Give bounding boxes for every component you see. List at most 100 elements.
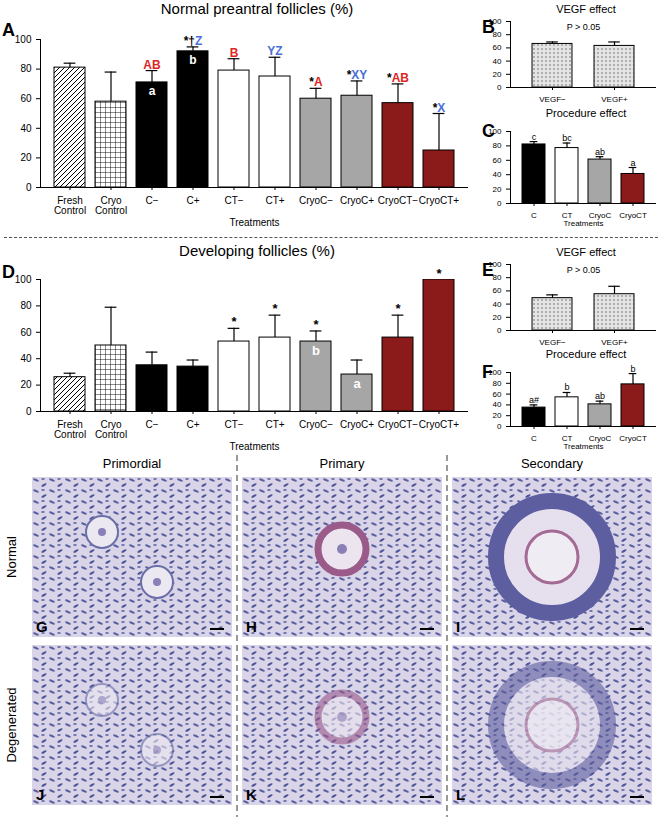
svg-text:CryoCT: CryoCT: [619, 211, 647, 220]
svg-text:60: 60: [493, 286, 502, 295]
svg-text:*: *: [272, 301, 278, 316]
svg-text:60: 60: [20, 327, 32, 338]
svg-text:60: 60: [493, 43, 502, 52]
svg-text:100: 100: [15, 274, 32, 285]
svg-text:VEGF+: VEGF+: [601, 338, 628, 347]
svg-text:J: J: [36, 786, 44, 803]
svg-text:0: 0: [26, 406, 32, 417]
svg-text:Normal: Normal: [4, 536, 19, 578]
svg-text:20: 20: [493, 185, 502, 194]
svg-text:CT−: CT−: [224, 419, 243, 430]
svg-text:FreshControl: FreshControl: [54, 419, 86, 440]
svg-text:X: X: [437, 101, 445, 115]
svg-text:40: 40: [20, 353, 32, 364]
svg-text:a: a: [149, 84, 156, 98]
svg-text:60: 60: [493, 390, 502, 399]
svg-text:CryoCT−: CryoCT−: [378, 419, 418, 430]
svg-text:CT−: CT−: [224, 195, 243, 206]
svg-text:G: G: [36, 618, 48, 635]
svg-text:CryoControl: CryoControl: [95, 419, 127, 440]
svg-text:CryoC+: CryoC+: [340, 419, 374, 430]
svg-text:80: 80: [20, 63, 32, 74]
svg-text:0: 0: [26, 182, 32, 193]
svg-text:80: 80: [493, 141, 502, 150]
svg-text:CryoCT: CryoCT: [619, 434, 647, 443]
svg-text:Primary: Primary: [320, 456, 365, 471]
svg-text:20: 20: [493, 411, 502, 420]
svg-text:C: C: [531, 211, 537, 220]
svg-text:40: 40: [493, 400, 502, 409]
svg-text:20: 20: [20, 152, 32, 163]
svg-text:P > 0.05: P > 0.05: [567, 265, 601, 275]
svg-text:80: 80: [493, 379, 502, 388]
svg-text:0: 0: [497, 422, 502, 431]
svg-text:P > 0.05: P > 0.05: [567, 22, 601, 32]
svg-text:CryoCT+: CryoCT+: [419, 419, 459, 430]
svg-text:C: C: [531, 434, 537, 443]
svg-text:Treatments: Treatments: [229, 217, 279, 228]
svg-text:CryoC−: CryoC−: [299, 195, 333, 206]
svg-text:ab: ab: [595, 147, 605, 157]
svg-text:c: c: [532, 132, 537, 142]
svg-text:VEGF−: VEGF−: [539, 95, 566, 104]
svg-text:A: A: [314, 75, 323, 89]
svg-text:CryoCT−: CryoCT−: [378, 195, 418, 206]
svg-text:0: 0: [497, 326, 502, 335]
svg-text:Treatments: Treatments: [563, 219, 603, 228]
svg-text:CT+: CT+: [265, 195, 284, 206]
svg-text:CryoC+: CryoC+: [340, 195, 374, 206]
svg-text:C−: C−: [145, 419, 158, 430]
svg-text:B: B: [230, 46, 239, 60]
svg-text:ab: ab: [595, 391, 605, 401]
svg-text:Secondary: Secondary: [521, 456, 584, 471]
svg-text:*: *: [231, 314, 237, 329]
svg-text:40: 40: [493, 300, 502, 309]
svg-text:b: b: [630, 364, 635, 374]
svg-text:0: 0: [497, 83, 502, 92]
svg-text:VEGF−: VEGF−: [539, 338, 566, 347]
svg-text:K: K: [246, 786, 257, 803]
svg-text:100: 100: [15, 34, 32, 45]
svg-text:a: a: [630, 158, 635, 168]
svg-text:b: b: [189, 53, 196, 67]
svg-text:40: 40: [493, 57, 502, 66]
svg-text:20: 20: [20, 379, 32, 390]
svg-text:I: I: [456, 618, 460, 635]
svg-text:a: a: [353, 376, 361, 391]
svg-text:*: *: [395, 301, 401, 316]
svg-text:60: 60: [20, 93, 32, 104]
svg-text:AB: AB: [143, 58, 161, 72]
svg-text:CryoControl: CryoControl: [95, 195, 127, 216]
svg-text:AB: AB: [392, 71, 410, 85]
svg-text:b: b: [312, 343, 320, 358]
svg-text:Degenerated: Degenerated: [4, 687, 19, 762]
svg-text:YZ: YZ: [267, 44, 282, 58]
svg-text:CryoC−: CryoC−: [299, 419, 333, 430]
svg-text:40: 40: [493, 170, 502, 179]
svg-text:CT+: CT+: [265, 419, 284, 430]
svg-text:a#: a#: [529, 395, 539, 405]
svg-text:L: L: [456, 786, 465, 803]
svg-text:bc: bc: [562, 133, 572, 143]
svg-text:Primordial: Primordial: [103, 456, 162, 471]
svg-text:20: 20: [493, 313, 502, 322]
svg-text:C+: C+: [186, 419, 199, 430]
svg-text:80: 80: [20, 300, 32, 311]
svg-text:Treatments: Treatments: [563, 442, 603, 451]
svg-text:C+: C+: [186, 195, 199, 206]
svg-text:20: 20: [493, 70, 502, 79]
svg-text:*: *: [313, 317, 319, 332]
svg-text:C−: C−: [145, 195, 158, 206]
svg-text:FreshControl: FreshControl: [54, 195, 86, 216]
svg-text:*†: *†: [184, 34, 195, 48]
svg-text:0: 0: [497, 199, 502, 208]
svg-text:H: H: [246, 618, 257, 635]
svg-text:VEGF+: VEGF+: [601, 95, 628, 104]
svg-text:60: 60: [493, 156, 502, 165]
svg-text:*: *: [436, 266, 442, 281]
svg-text:b: b: [564, 382, 569, 392]
svg-text:Z: Z: [195, 34, 202, 48]
svg-text:Treatments: Treatments: [229, 441, 279, 452]
svg-text:40: 40: [20, 123, 32, 134]
svg-text:XY: XY: [351, 68, 367, 82]
